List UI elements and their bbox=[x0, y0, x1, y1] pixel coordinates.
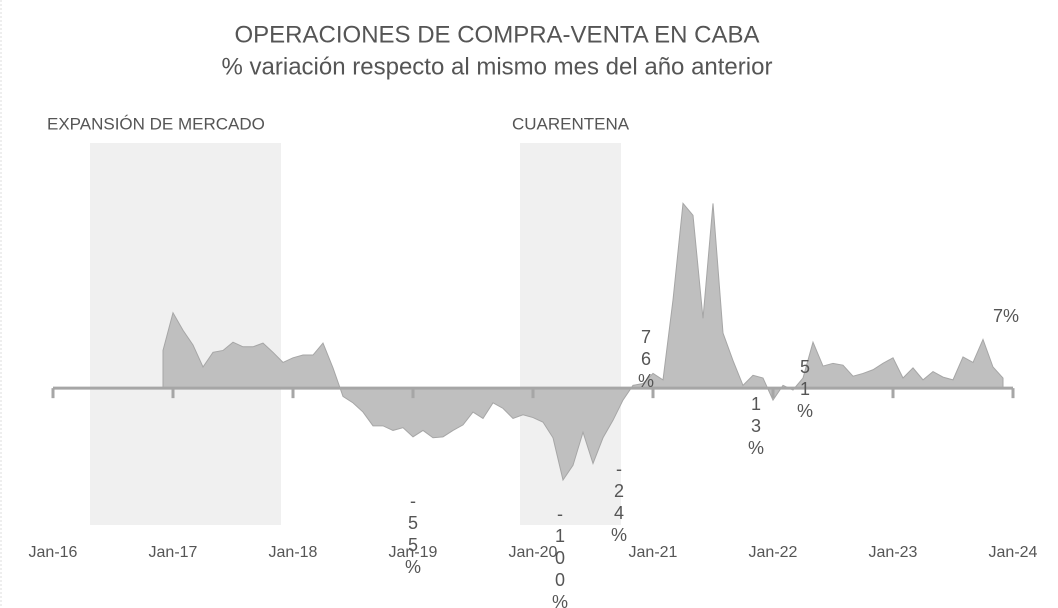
x-tick-label: Jan-23 bbox=[869, 544, 918, 561]
period-label: CUARENTENA bbox=[512, 114, 630, 133]
area bbox=[162, 202, 1004, 482]
data-label: 1 3% bbox=[748, 394, 764, 458]
data-label: 7 6% bbox=[638, 327, 654, 391]
x-tick-label: Jan-24 bbox=[989, 544, 1038, 561]
data-label: 5 1% bbox=[797, 357, 813, 421]
data-label: -2 4% bbox=[611, 459, 627, 545]
data-label: 7% bbox=[993, 306, 1019, 326]
x-tick-label: Jan-20 bbox=[509, 544, 558, 561]
data-label: -1 0 0% bbox=[552, 504, 568, 608]
x-tick-label: Jan-21 bbox=[629, 544, 678, 561]
period-label: EXPANSIÓN DE MERCADO bbox=[47, 114, 265, 133]
x-tick-label: Jan-19 bbox=[389, 544, 438, 561]
chart-subtitle: % variación respecto al mismo mes del añ… bbox=[222, 53, 773, 80]
data-label: -5 5% bbox=[405, 491, 421, 577]
chart-title: OPERACIONES DE COMPRA-VENTA EN CABA bbox=[235, 21, 760, 48]
x-tick-label: Jan-22 bbox=[749, 544, 798, 561]
x-tick-label: Jan-18 bbox=[269, 544, 318, 561]
x-tick-label: Jan-17 bbox=[149, 544, 198, 561]
x-tick-label: Jan-16 bbox=[29, 544, 78, 561]
